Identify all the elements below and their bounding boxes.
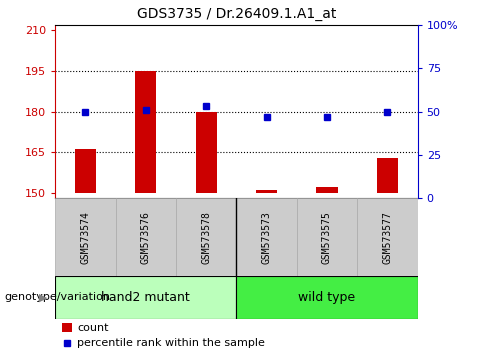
Bar bbox=[256, 190, 277, 193]
Text: GSM573575: GSM573575 bbox=[322, 211, 332, 264]
Bar bbox=[196, 112, 217, 193]
Text: count: count bbox=[77, 322, 108, 332]
Bar bbox=[55, 198, 116, 276]
Bar bbox=[55, 276, 237, 319]
Bar bbox=[377, 158, 398, 193]
Bar bbox=[357, 198, 418, 276]
Text: ▶: ▶ bbox=[39, 292, 48, 302]
Bar bbox=[176, 198, 236, 276]
Bar bbox=[316, 187, 337, 193]
Bar bbox=[116, 198, 176, 276]
Text: GSM573576: GSM573576 bbox=[141, 211, 151, 264]
Text: wild type: wild type bbox=[299, 291, 356, 304]
Bar bbox=[297, 198, 357, 276]
Text: GSM573574: GSM573574 bbox=[81, 211, 90, 264]
Title: GDS3735 / Dr.26409.1.A1_at: GDS3735 / Dr.26409.1.A1_at bbox=[137, 7, 336, 21]
Bar bbox=[75, 149, 96, 193]
Bar bbox=[236, 198, 297, 276]
Bar bbox=[62, 323, 72, 332]
Text: GSM573578: GSM573578 bbox=[201, 211, 211, 264]
Bar bbox=[135, 71, 156, 193]
Bar bbox=[236, 276, 418, 319]
Text: genotype/variation: genotype/variation bbox=[5, 292, 111, 302]
Text: GSM573577: GSM573577 bbox=[383, 211, 392, 264]
Text: percentile rank within the sample: percentile rank within the sample bbox=[77, 338, 265, 348]
Text: hand2 mutant: hand2 mutant bbox=[101, 291, 190, 304]
Text: GSM573573: GSM573573 bbox=[262, 211, 272, 264]
